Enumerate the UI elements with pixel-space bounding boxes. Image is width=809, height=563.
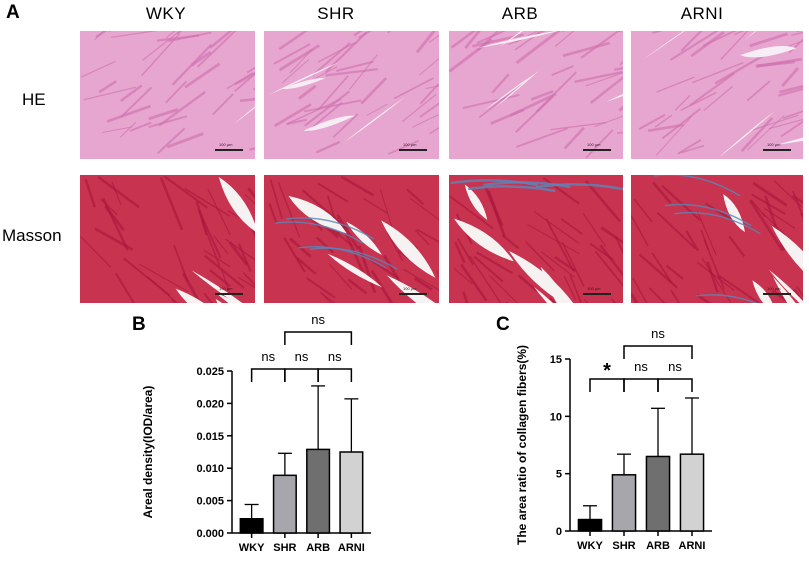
masson-image-wky: 100 μm bbox=[80, 175, 255, 303]
significance-label: ns bbox=[311, 312, 325, 327]
y-tick-label: 0 bbox=[556, 526, 562, 538]
chart-areal-density: 0.000 0.005 0.010 0.015 0.020 0.025 Areal dens… bbox=[141, 312, 371, 554]
x-tick-label: ARNI bbox=[679, 540, 706, 552]
y-tick-label: 15 bbox=[550, 354, 562, 366]
he-image-arni: 100 μm bbox=[631, 31, 803, 159]
x-tick-label: ARNI bbox=[338, 542, 365, 554]
he-image-shr: 100 μm bbox=[264, 31, 439, 159]
scale-bar-label: 100 μm bbox=[403, 142, 417, 147]
x-tick-label: ARB bbox=[306, 542, 330, 554]
x-tick-label: WKY bbox=[577, 540, 603, 552]
panel-label-a: A bbox=[6, 2, 20, 23]
y-tick-label: 0.015 bbox=[196, 431, 224, 443]
x-tick-label: WKY bbox=[239, 542, 265, 554]
he-image-wky: 100 μm bbox=[80, 31, 255, 159]
column-label-shr: SHR bbox=[317, 4, 355, 23]
significance-label: ns bbox=[634, 359, 648, 374]
y-tick-label: 0.025 bbox=[196, 366, 224, 378]
scale-bar bbox=[583, 149, 611, 151]
y-tick-label: 0.010 bbox=[196, 463, 224, 475]
significance-bracket bbox=[250, 368, 286, 382]
chart-collagen-ratio: 0 5 10 15 The area ratio of collagen fibers(… bbox=[515, 326, 712, 552]
masson-image-arb: 100 μm bbox=[449, 175, 623, 303]
significance-bracket bbox=[623, 345, 693, 359]
significance-bracket bbox=[623, 378, 659, 392]
masson-image-shr: 100 μm bbox=[264, 175, 439, 303]
y-tick-label: 10 bbox=[550, 411, 562, 423]
scale-bar bbox=[399, 149, 427, 151]
scale-bar-label: 100 μm bbox=[767, 142, 781, 147]
row-label-he: HE bbox=[22, 90, 46, 109]
masson-image-arni: 100 μm bbox=[631, 175, 803, 303]
scale-bar bbox=[215, 293, 243, 295]
significance-label: ns bbox=[261, 349, 275, 364]
scale-bar bbox=[583, 293, 611, 295]
bar-wky bbox=[239, 517, 264, 534]
bar-arb bbox=[306, 448, 331, 534]
bar-shr bbox=[611, 474, 637, 532]
bar-arni bbox=[679, 453, 705, 532]
bar-arb bbox=[645, 455, 671, 532]
y-tick-label: 0.005 bbox=[196, 496, 224, 508]
significance-bracket bbox=[284, 368, 319, 382]
significance-label: ns bbox=[328, 349, 342, 364]
y-axis-label: The area ratio of collagen fibers(%) bbox=[515, 345, 529, 545]
column-label-wky: WKY bbox=[145, 4, 187, 23]
column-label-arb: ARB bbox=[501, 4, 539, 23]
scale-bar-label: 100 μm bbox=[403, 286, 417, 291]
scale-bar-label: 100 μm bbox=[219, 286, 233, 291]
panel-label-b: B bbox=[132, 314, 146, 335]
x-tick-label: ARB bbox=[646, 540, 670, 552]
significance-label: ns bbox=[295, 349, 309, 364]
y-tick-label: 0.020 bbox=[196, 398, 224, 410]
scale-bar-label: 100 μm bbox=[767, 286, 781, 291]
column-label-arni: ARNI bbox=[680, 4, 724, 23]
scale-bar-label: 100 μm bbox=[219, 142, 233, 147]
scale-bar-label: 100 μm bbox=[587, 142, 601, 147]
bar-shr bbox=[272, 474, 297, 534]
y-axis-label: Areal density(IOD/area) bbox=[141, 386, 155, 519]
row-label-masson: Masson bbox=[2, 226, 62, 245]
x-tick-label: SHR bbox=[612, 540, 635, 552]
significance-label: ns bbox=[651, 326, 665, 341]
scale-bar bbox=[399, 293, 427, 295]
he-image-arb: 100 μm bbox=[449, 31, 623, 159]
panel-label-c: C bbox=[496, 314, 510, 335]
y-tick-label: 0.000 bbox=[196, 528, 224, 540]
x-tick-label: SHR bbox=[273, 542, 296, 554]
significance-bracket bbox=[317, 368, 353, 382]
bar-wky bbox=[577, 518, 603, 532]
scale-bar-label: 100 μm bbox=[587, 286, 601, 291]
significance-label: * bbox=[603, 360, 611, 382]
bar-arni bbox=[339, 451, 364, 534]
significance-label: ns bbox=[668, 359, 682, 374]
scale-bar bbox=[763, 293, 791, 295]
significance-bracket bbox=[284, 331, 353, 345]
scale-bar bbox=[215, 149, 243, 151]
scale-bar bbox=[763, 149, 791, 151]
significance-bracket bbox=[657, 378, 693, 392]
y-tick-label: 5 bbox=[556, 469, 562, 481]
